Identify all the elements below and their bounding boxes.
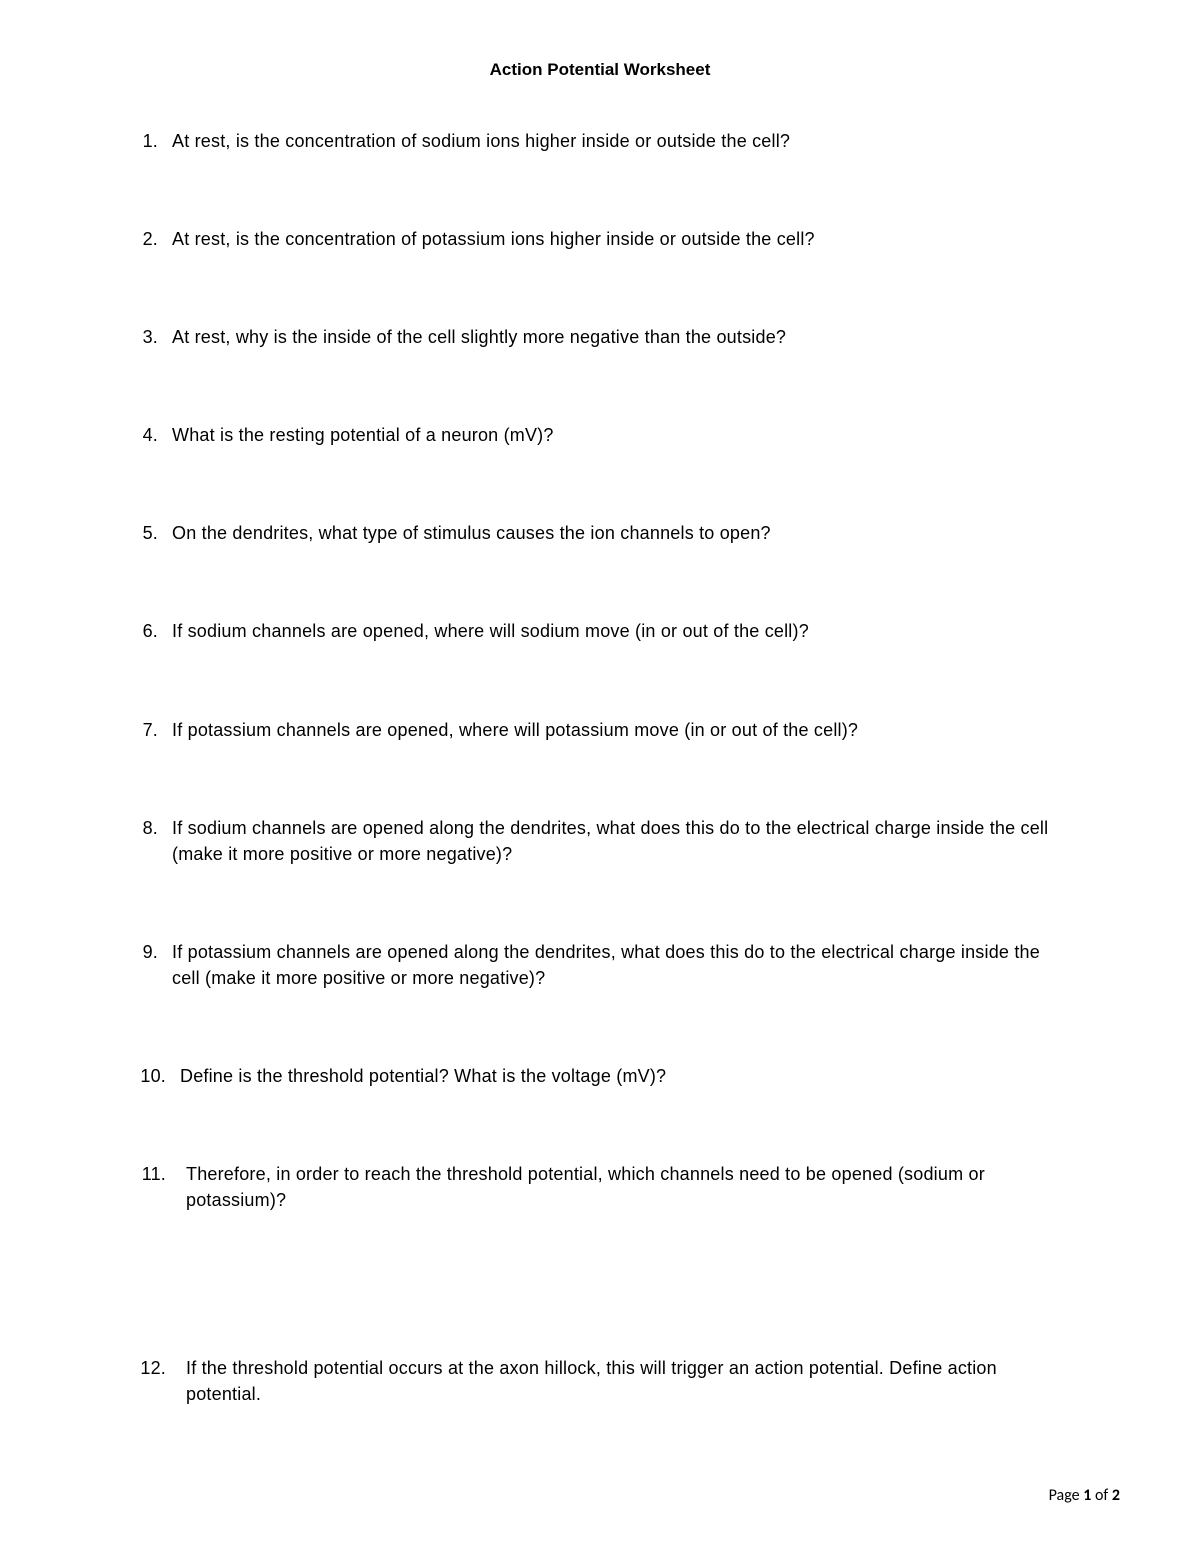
question-number: 3. [130,324,164,350]
page-title: Action Potential Worksheet [130,60,1070,80]
question-number: 2. [130,226,164,252]
question-number: 4. [130,422,164,448]
question-text: If the threshold potential occurs at the… [172,1355,1070,1407]
footer-separator: of [1095,1486,1108,1505]
question-number: 1. [130,128,164,154]
question-text: At rest, is the concentration of sodium … [164,128,1070,154]
question-item: 7. If potassium channels are opened, whe… [130,717,1070,743]
question-number: 9. [130,939,164,991]
question-item: 2. At rest, is the concentration of pota… [130,226,1070,252]
question-item: 6. If sodium channels are opened, where … [130,618,1070,644]
question-text: If potassium channels are opened, where … [164,717,1070,743]
question-number: 7. [130,717,164,743]
question-item: 8. If sodium channels are opened along t… [130,815,1070,867]
question-item: 4. What is the resting potential of a ne… [130,422,1070,448]
footer-current-page: 1 [1083,1486,1091,1505]
question-number: 8. [130,815,164,867]
question-text: What is the resting potential of a neuro… [164,422,1070,448]
question-text: At rest, is the concentration of potassi… [164,226,1070,252]
question-text: At rest, why is the inside of the cell s… [164,324,1070,350]
question-text: Define is the threshold potential? What … [172,1063,1070,1089]
question-number: 10. [130,1063,172,1089]
question-text: Therefore, in order to reach the thresho… [172,1161,1070,1213]
question-item: 10. Define is the threshold potential? W… [130,1063,1070,1089]
worksheet-page: Action Potential Worksheet 1. At rest, i… [0,0,1200,1458]
question-item: 5. On the dendrites, what type of stimul… [130,520,1070,546]
question-item: 12. If the threshold potential occurs at… [130,1355,1070,1407]
question-number: 6. [130,618,164,644]
question-number: 11. [130,1161,172,1213]
page-footer: Page 1 of 2 [1049,1486,1120,1505]
question-item: 3. At rest, why is the inside of the cel… [130,324,1070,350]
question-item: 1. At rest, is the concentration of sodi… [130,128,1070,154]
question-list: 1. At rest, is the concentration of sodi… [130,128,1070,1408]
question-item: 11. Therefore, in order to reach the thr… [130,1161,1070,1213]
question-number: 12. [130,1355,172,1407]
footer-label: Page [1049,1486,1080,1505]
question-item: 9. If potassium channels are opened alon… [130,939,1070,991]
question-text: If potassium channels are opened along t… [164,939,1070,991]
question-text: If sodium channels are opened, where wil… [164,618,1070,644]
question-text: If sodium channels are opened along the … [164,815,1070,867]
question-text: On the dendrites, what type of stimulus … [164,520,1070,546]
footer-total-pages: 2 [1112,1486,1120,1505]
question-number: 5. [130,520,164,546]
